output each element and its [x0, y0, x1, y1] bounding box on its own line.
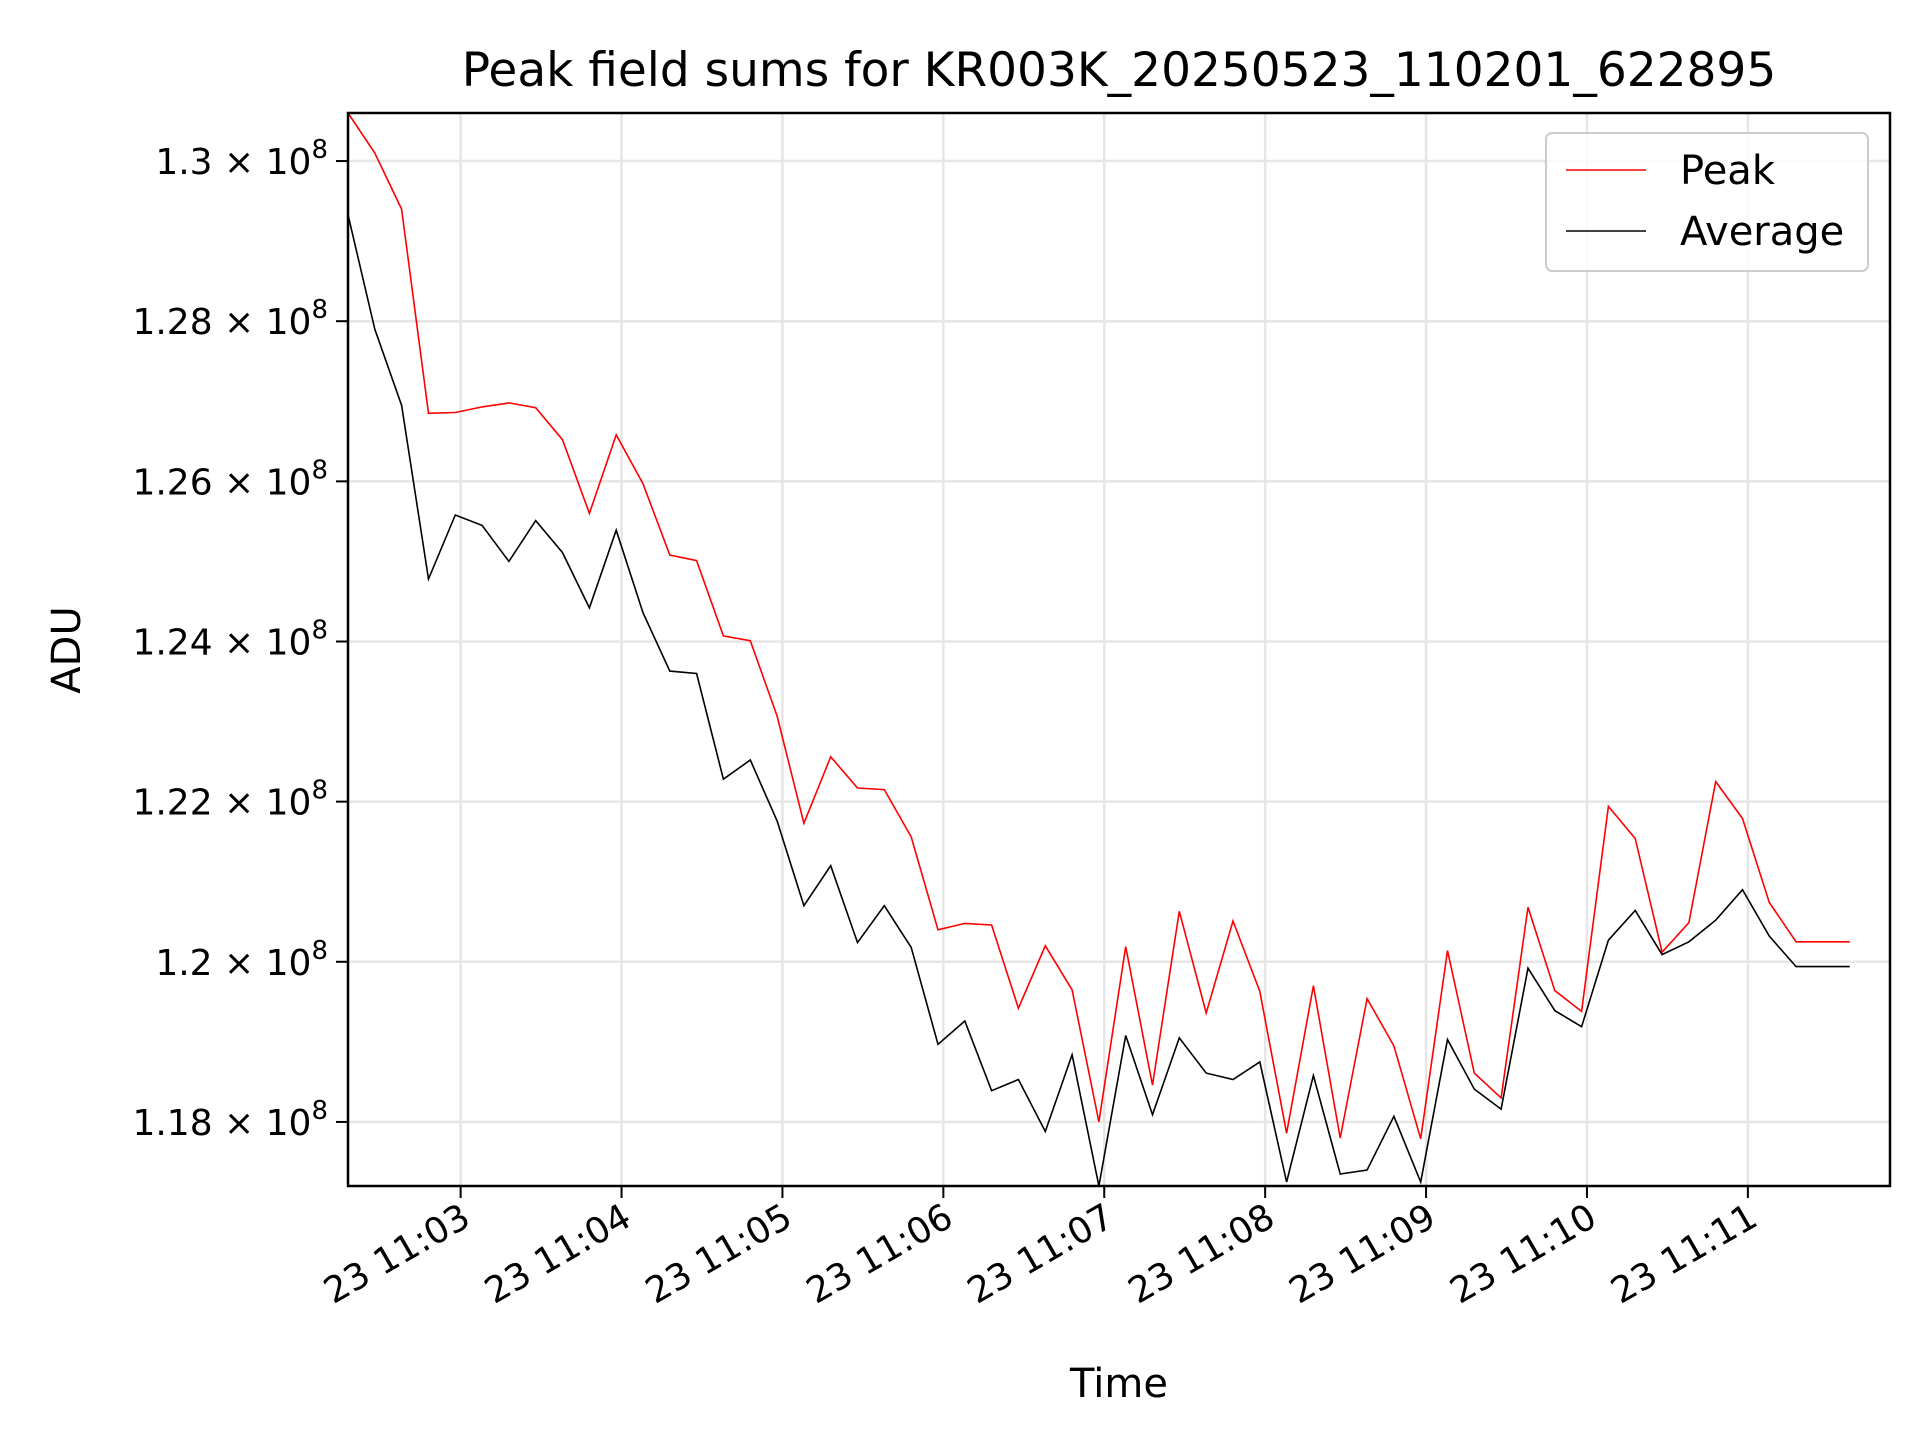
y-tick-label: 1.26 × 108 — [132, 455, 328, 503]
y-tick-label: 1.22 × 108 — [132, 776, 328, 824]
legend-label-peak: Peak — [1680, 148, 1776, 194]
y-tick-label: 1.28 × 108 — [132, 295, 328, 343]
legend-label-average: Average — [1680, 209, 1844, 255]
grid — [348, 113, 1890, 1186]
y-tick-label: 1.3 × 108 — [155, 135, 328, 183]
y-axis-label: ADU — [44, 606, 90, 693]
legend: Peak Average — [1545, 132, 1869, 272]
legend-box — [1545, 132, 1869, 272]
y-tick-label: 1.24 × 108 — [132, 615, 328, 663]
y-axis: 1.18 × 108 1.2 × 108 1.22 × 108 1.24 × 108 1… — [132, 135, 348, 1144]
y-tick-label: 1.18 × 108 — [132, 1096, 328, 1144]
x-axis-label: Time — [1069, 1361, 1168, 1407]
plot-area-frame — [346, 111, 1892, 1188]
y-tick-label: 1.2 × 108 — [155, 936, 328, 984]
series-line-peak — [347, 112, 1850, 1140]
chart-title: Peak field sums for KR003K_20250523_1102… — [462, 43, 1777, 98]
